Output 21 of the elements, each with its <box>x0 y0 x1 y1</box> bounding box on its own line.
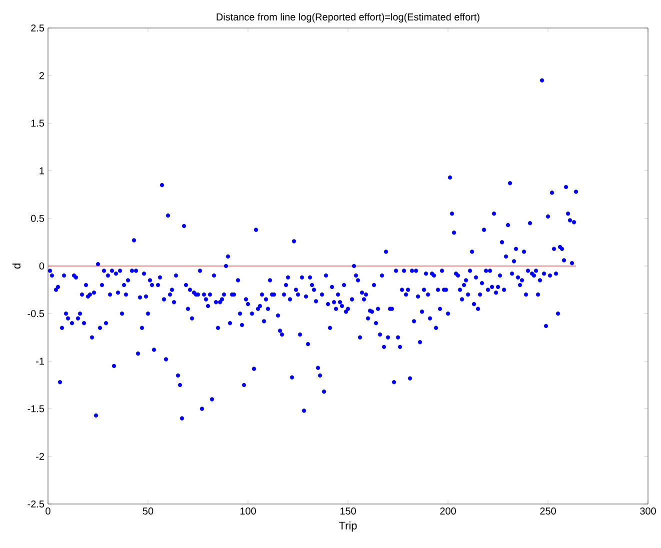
x-tick-label: 0 <box>46 508 50 515</box>
y-tick-label: 2 <box>39 72 44 80</box>
y-tick-label: -1 <box>36 358 44 365</box>
y-tick-label: -2 <box>36 452 44 460</box>
x-tick-label: 300 <box>640 508 656 515</box>
y-tick-label: -1.5 <box>28 405 44 412</box>
y-tick-label: 0 <box>39 262 44 270</box>
y-tick-label: -0.5 <box>28 310 44 318</box>
x-tick-label: 200 <box>440 508 456 515</box>
x-tick-label: 100 <box>240 508 256 515</box>
y-tick-label: 1.5 <box>31 120 44 127</box>
chart-title: Distance from line log(Reported effort)=log(Estimated effort) <box>216 13 480 22</box>
y-tick-label: 2.5 <box>31 24 44 32</box>
y-tick-label: -2.5 <box>28 500 44 508</box>
y-tick-label: 0.5 <box>31 214 44 222</box>
y-tick-label: 1 <box>40 167 44 174</box>
y-axis-title: d <box>12 264 20 269</box>
x-tick-label: 150 <box>340 508 356 515</box>
x-tick-label: 250 <box>540 508 556 515</box>
x-axis-title: Trip <box>339 521 357 532</box>
x-tick-label: 50 <box>142 508 154 515</box>
